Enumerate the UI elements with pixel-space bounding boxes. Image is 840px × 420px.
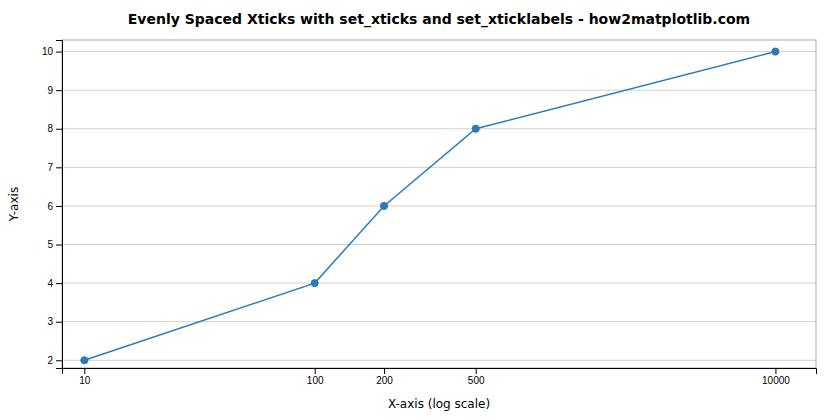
- y-tick: 5: [47, 239, 62, 250]
- y-tick-mark: [56, 167, 62, 168]
- grid-line: [62, 205, 816, 206]
- x-tick: 10000: [762, 368, 790, 386]
- y-axis-line: [56, 41, 63, 369]
- y-tick-label: 9: [47, 85, 53, 96]
- grid-line: [62, 360, 816, 361]
- y-tick-mark: [56, 206, 62, 207]
- x-tick: 10: [79, 368, 91, 386]
- x-tick-label: 10000: [762, 375, 790, 386]
- grid-line: [62, 321, 816, 322]
- point: [772, 48, 779, 55]
- grid-line: [62, 283, 816, 284]
- y-tick: 4: [47, 278, 62, 289]
- x-axis-title: X-axis (log scale): [388, 397, 490, 411]
- plot-area: 10 100 200 500 10000 2 3 4 5 6 7 8 9 10: [42, 40, 817, 386]
- y-tick-label: 10: [42, 46, 54, 57]
- y-tick-mark: [56, 245, 62, 246]
- line: [84, 52, 775, 361]
- y-tick-mark: [56, 360, 62, 361]
- y-tick: 2: [47, 355, 62, 366]
- x-tick-label: 500: [468, 375, 485, 386]
- x-tick-label: 100: [307, 375, 324, 386]
- x-tick: 200: [376, 368, 393, 386]
- y-axis: 2 3 4 5 6 7 8 9 10: [42, 41, 63, 369]
- x-tick-label: 200: [376, 375, 393, 386]
- y-tick-label: 8: [47, 123, 53, 134]
- y-tick-mark: [56, 129, 62, 130]
- grid-line: [62, 167, 816, 168]
- x-tick: 100: [307, 368, 324, 386]
- y-tick-label: 4: [47, 278, 53, 289]
- x-tick-label: 10: [79, 375, 91, 386]
- y-tick-label: 7: [47, 162, 53, 173]
- x-tick-mark: [384, 368, 385, 374]
- x-tick: 500: [468, 368, 485, 386]
- grid-line: [62, 128, 816, 129]
- title: Evenly Spaced Xticks with set_xticks and…: [128, 11, 750, 28]
- y-tick-mark: [56, 90, 62, 91]
- grid-line: [62, 51, 816, 52]
- y-tick-label: 2: [47, 355, 53, 366]
- y-tick-label: 6: [47, 201, 53, 212]
- y-tick-mark: [56, 322, 62, 323]
- y-tick-label: 3: [47, 316, 53, 327]
- x-tick-mark: [775, 368, 776, 374]
- chart: 10 100 200 500 10000 2 3 4 5 6 7 8 9 10 Evenly Spaced …: [0, 0, 840, 420]
- y-tick-mark: [56, 52, 62, 53]
- x-tick-mark: [84, 368, 85, 374]
- y-tick: 10: [42, 46, 62, 57]
- x-tick-mark: [315, 368, 316, 374]
- x-axis-line: [63, 369, 817, 375]
- y-tick: 8: [47, 123, 62, 134]
- point: [380, 202, 387, 209]
- series: [81, 48, 779, 364]
- y-tick-label: 5: [47, 239, 53, 250]
- point: [81, 357, 88, 364]
- x-axis: 10 100 200 500 10000: [63, 368, 817, 386]
- grid-line: [62, 244, 816, 245]
- grid: [62, 52, 816, 361]
- y-tick: 3: [47, 316, 62, 327]
- grid-line: [62, 90, 816, 91]
- point: [472, 125, 479, 132]
- point: [311, 280, 318, 287]
- y-axis-title: Y-axis: [7, 187, 21, 222]
- y-tick-mark: [56, 283, 62, 284]
- x-tick-mark: [476, 368, 477, 374]
- y-tick: 6: [47, 201, 62, 212]
- y-tick: 9: [47, 85, 62, 96]
- plot-frame: [62, 40, 816, 368]
- y-tick: 7: [47, 162, 62, 173]
